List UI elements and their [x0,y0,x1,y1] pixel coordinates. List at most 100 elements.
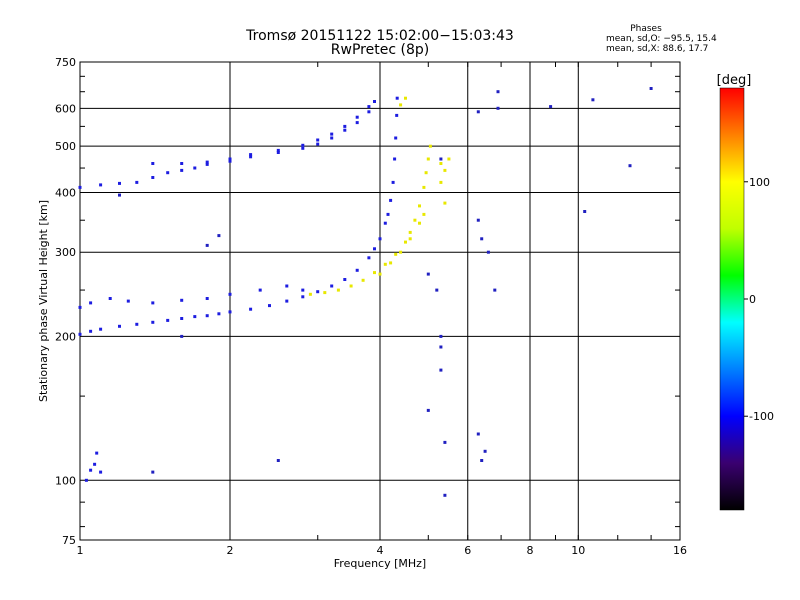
echo-point-x [404,96,407,100]
echo-point-noise [435,288,439,292]
echo-point-o [391,180,395,184]
echo-point-o [367,110,371,114]
echo-point-o [276,151,280,154]
echo-point-o [166,318,170,322]
grid-lines [80,62,680,540]
echo-point-o [367,256,371,260]
colorbar [719,87,745,511]
echo-point-o [330,284,334,288]
echo-point-noise [583,210,587,213]
echo-point-o [108,297,112,300]
echo-point-o [343,128,347,132]
echo-point-o [393,157,397,161]
chart-title: Tromsø 20151122 15:02:00−15:03:43 [245,28,514,44]
echo-point-o [249,155,253,159]
echo-point-o [78,305,82,309]
echo-point-x [349,284,353,288]
echo-point-noise [443,440,447,444]
echo-point-o [205,162,209,166]
colorbar-ticks: 100 0 -100 [744,176,774,423]
echo-point-o [118,324,121,328]
echo-point-noise [205,243,209,247]
echo-point-o [395,113,399,117]
y-tick-label: 600 [55,102,76,115]
echo-point-x [439,162,443,165]
echo-point-o [89,468,93,472]
echo-point-noise [426,272,430,276]
echo-point-o [301,146,305,150]
echo-point-o [268,304,271,308]
echo-point-o [383,221,387,225]
x-tick-label: 4 [377,544,384,557]
chart-subtitle: RwPretec (8p) [331,42,429,58]
colorbar-tick-label: -100 [749,410,774,423]
echo-point-noise [496,106,500,110]
echo-point-o [373,247,376,251]
y-tick-label: 200 [55,330,76,343]
y-axis-ticks: 75 100 200 300 400 500 600 750 [55,56,680,547]
echo-point-x [408,237,412,241]
echo-point-x [426,157,430,161]
y-tick-label: 750 [55,56,76,69]
echo-point-o [373,100,376,103]
echo-point-x [447,157,451,161]
echo-point-x [378,272,382,276]
echo-point-x [399,250,403,254]
stats-o-line: mean, sd,O: −95.5, 15.4 [606,34,717,44]
echo-point-o [228,310,232,314]
echo-point-noise [480,237,484,241]
y-tick-label: 75 [62,534,76,547]
echo-point-o [395,96,399,100]
echo-point-o [276,148,280,152]
echo-point-o [330,136,334,140]
echo-point-o [386,212,390,216]
echo-point-o [205,314,209,318]
echo-point-o [180,162,184,165]
x-tick-label: 1 [77,544,84,557]
echo-point-x [418,221,421,225]
echo-point-noise [480,459,484,462]
echo-point-o [180,298,184,302]
x-tick-label: 16 [673,544,687,557]
echo-point-o [389,198,393,202]
echo-point-o [180,168,184,172]
echo-point-o [378,237,382,241]
echo-point-o [89,301,93,305]
stats-heading: Phases [630,24,662,34]
y-tick-label: 300 [55,246,76,259]
echo-point-x [308,292,312,296]
echo-point-o [285,299,289,303]
echo-point-o [126,299,130,303]
echo-point-o [205,297,209,300]
echo-point-x [443,201,447,205]
x-tick-label: 10 [571,544,585,557]
echo-point-x [389,261,393,265]
echo-point-noise [496,90,500,94]
echo-point-noise [439,157,443,161]
echo-point-o [355,115,359,119]
echo-point-x [418,204,421,208]
echo-point-x [399,103,403,107]
stats-x-line: mean, sd,X: 88.6, 17.7 [606,44,708,54]
echo-point-x [323,291,327,295]
echo-point-noise [486,250,490,254]
echo-point-noise [439,334,443,338]
echo-point-o [205,160,209,164]
echo-point-o [316,142,320,146]
echo-point-o [99,327,103,331]
echo-point-noise [483,449,487,453]
echo-point-noise [426,408,430,412]
echo-point-x [394,252,398,256]
data-points [78,87,653,497]
echo-point-noise [628,164,632,168]
echo-point-o [95,451,99,455]
echo-point-o [151,162,155,165]
echo-point-noise [591,98,595,102]
echo-point-x [373,271,376,275]
y-tick-label: 400 [55,186,76,199]
y-tick-label: 500 [55,140,76,153]
echo-point-x [404,240,407,244]
echo-point-o [316,138,320,142]
echo-point-o [301,295,305,299]
